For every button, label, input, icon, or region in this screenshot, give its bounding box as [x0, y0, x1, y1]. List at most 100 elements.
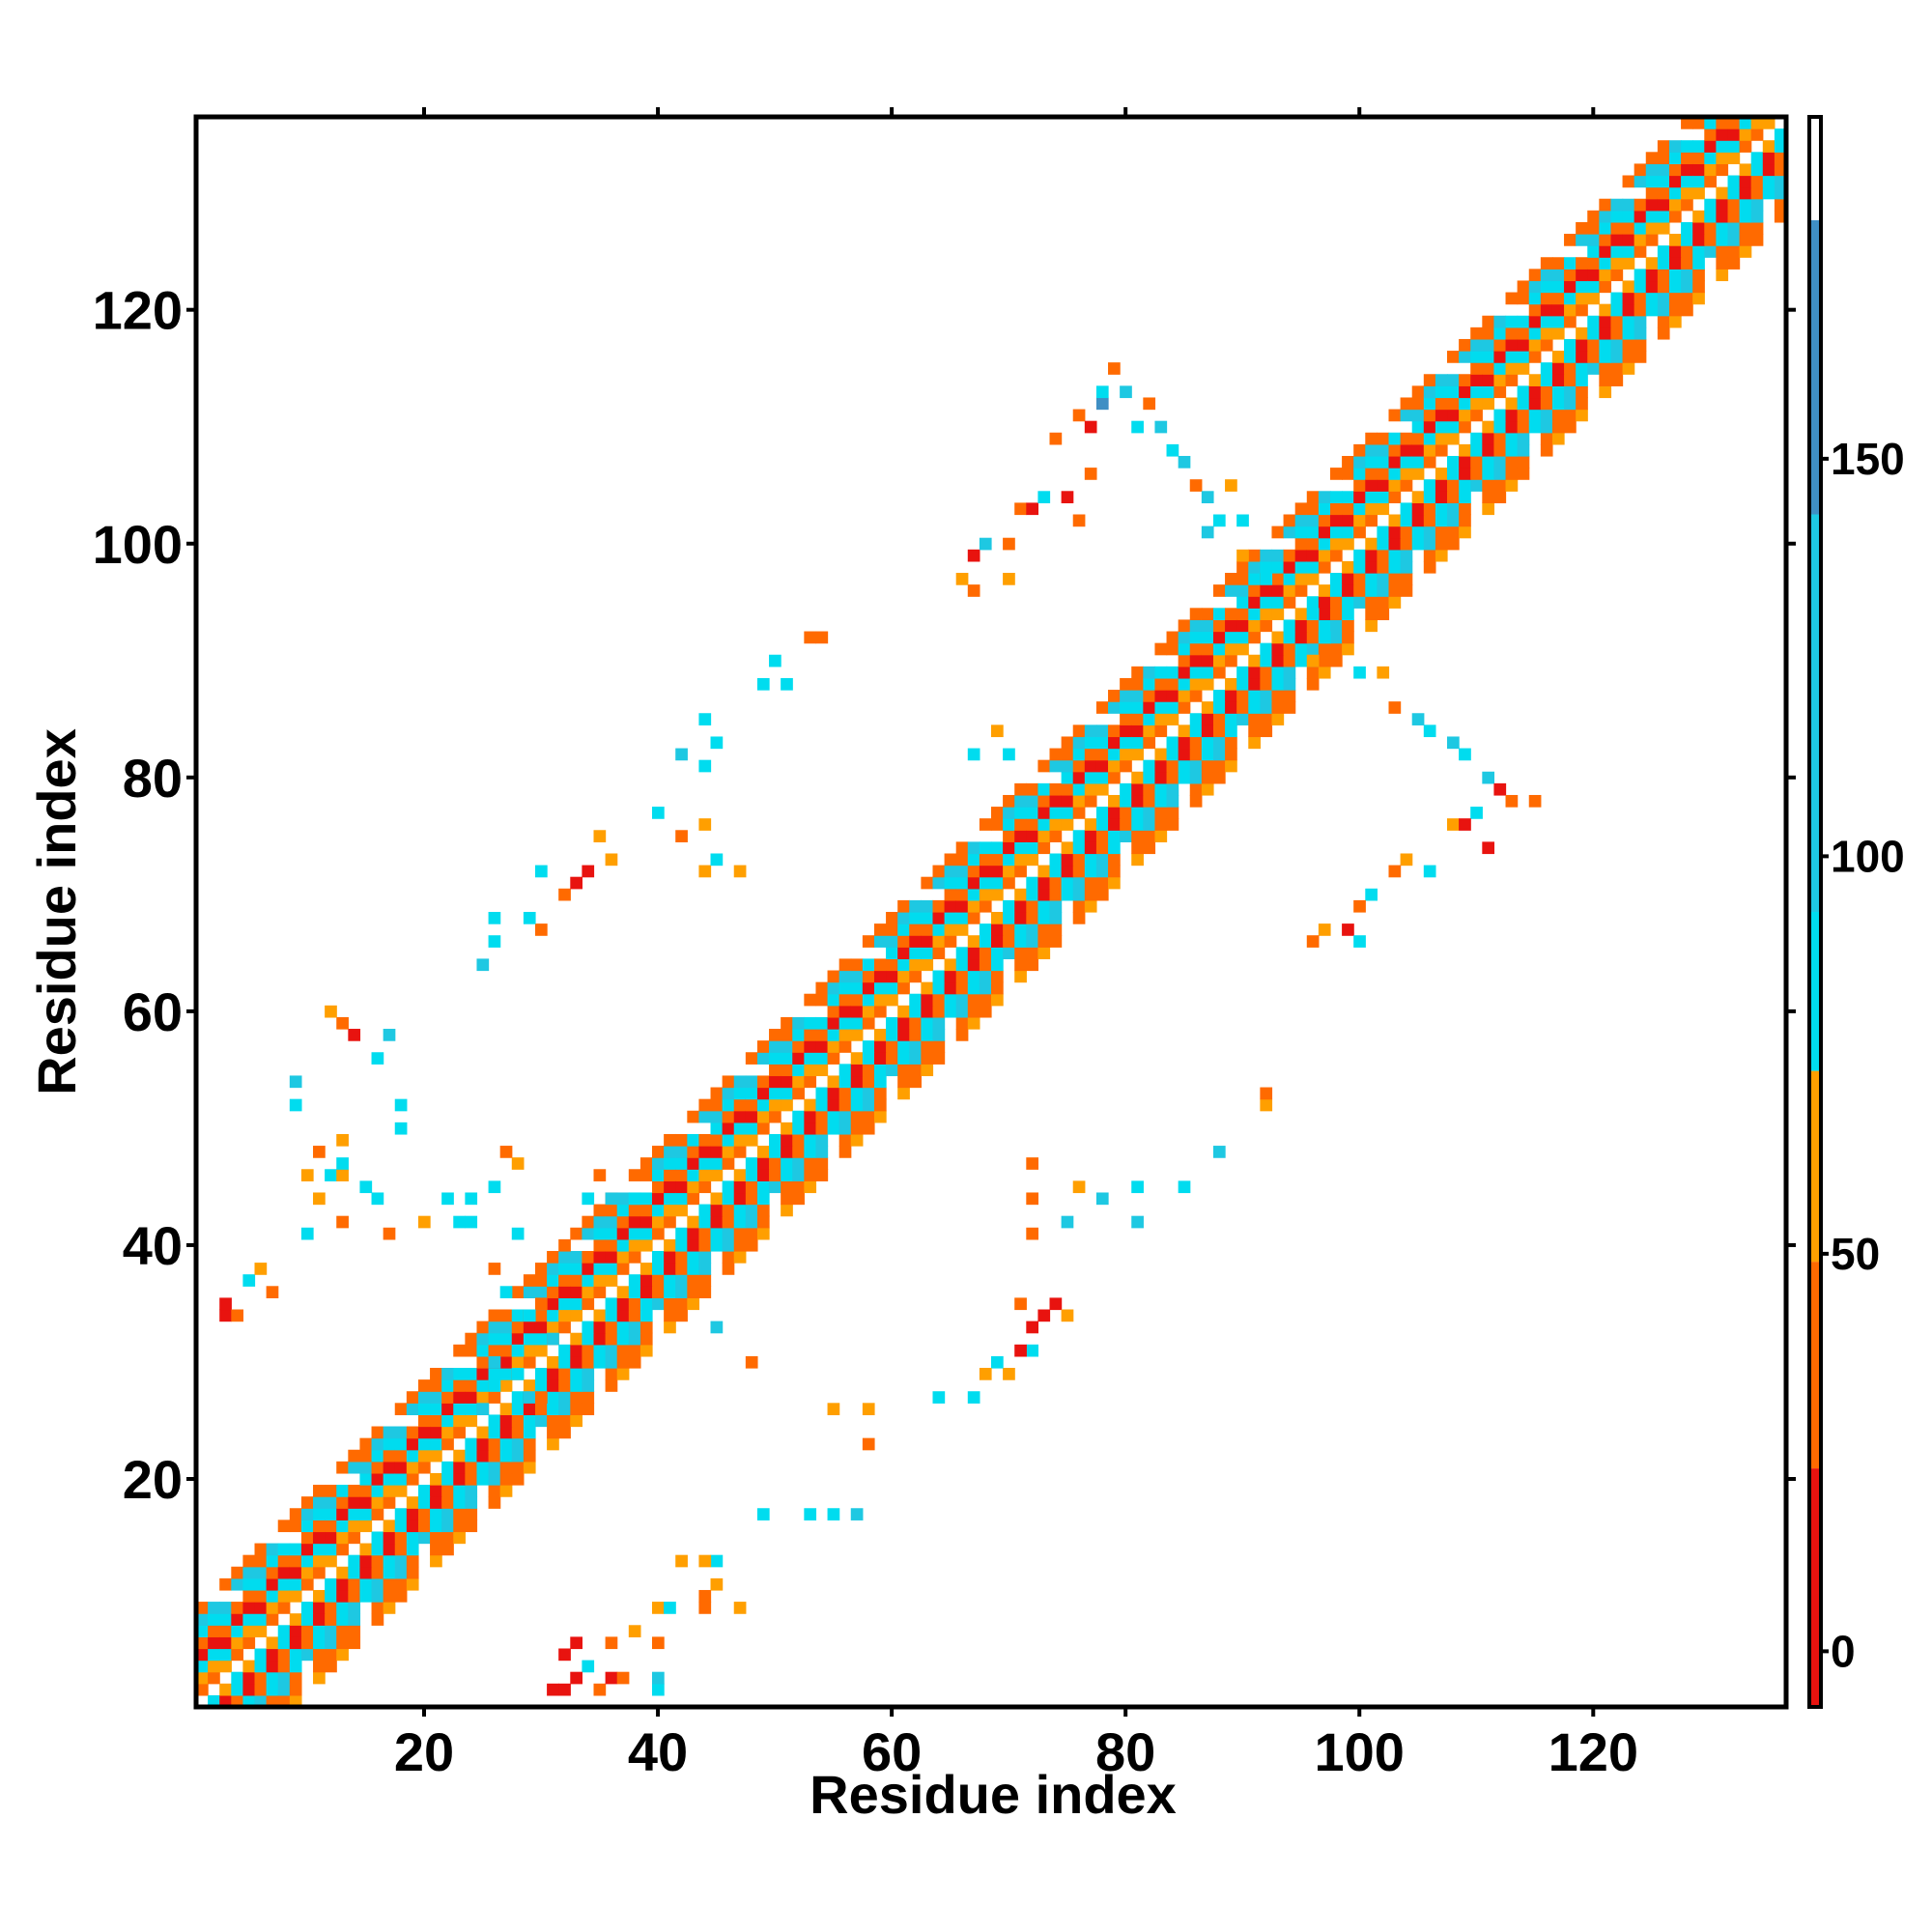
heatmap-cell [582, 1391, 595, 1404]
heatmap-cell [979, 537, 992, 551]
heatmap-cell [1342, 619, 1354, 633]
heatmap-cell [394, 1520, 408, 1533]
heatmap-cell [991, 935, 1004, 948]
heatmap-cell [1353, 596, 1366, 609]
heatmap-cell [1482, 315, 1495, 328]
heatmap-cell [453, 1414, 466, 1428]
heatmap-cell [1294, 573, 1308, 585]
heatmap-cell [1762, 152, 1776, 165]
heatmap-cell [1634, 303, 1647, 317]
heatmap-cell [1681, 221, 1693, 235]
heatmap-cell [838, 1133, 852, 1147]
heatmap-cell [1166, 807, 1179, 819]
heatmap-cell [1528, 280, 1542, 294]
heatmap-cell [991, 818, 1004, 831]
heatmap-cell [897, 935, 910, 948]
heatmap-cell [1411, 526, 1425, 539]
heatmap-cell [815, 1016, 829, 1030]
heatmap-cell [1470, 468, 1483, 480]
heatmap-cell [1095, 888, 1109, 901]
heatmap-cell [231, 1648, 244, 1662]
heatmap-cell [909, 1064, 922, 1077]
heatmap-cell [967, 899, 980, 913]
heatmap-cell [1493, 385, 1507, 399]
heatmap-cell [383, 1496, 396, 1509]
heatmap-cell [1599, 315, 1612, 328]
heatmap-cell [804, 1508, 817, 1520]
heatmap-cell [897, 1029, 910, 1041]
heatmap-cell [1166, 677, 1179, 691]
heatmap-cell [1014, 818, 1027, 831]
heatmap-cell [1248, 608, 1261, 621]
heatmap-cell [231, 1566, 244, 1579]
heatmap-cell [1026, 502, 1039, 516]
heatmap-cell [850, 1016, 864, 1030]
heatmap-cell [1622, 351, 1635, 363]
heatmap-cell [1120, 690, 1132, 702]
heatmap-cell [1564, 374, 1577, 386]
heatmap-cell [430, 1414, 442, 1428]
heatmap-cell [325, 1660, 337, 1673]
heatmap-cell [1131, 782, 1144, 796]
heatmap-cell [1435, 397, 1448, 411]
heatmap-cell [1634, 351, 1647, 363]
heatmap-cell [523, 1461, 536, 1474]
heatmap-cell [745, 1133, 758, 1147]
heatmap-cell [1014, 853, 1027, 867]
heatmap-cell [1388, 549, 1402, 562]
heatmap-cell [675, 1554, 688, 1568]
heatmap-cell [383, 1461, 396, 1474]
heatmap-cell [1365, 573, 1378, 585]
heatmap-cell [921, 1005, 934, 1018]
heatmap-cell [932, 1391, 946, 1404]
heatmap-cell [406, 1426, 419, 1439]
heatmap-cell [1318, 491, 1331, 503]
heatmap-cell [792, 1064, 805, 1077]
heatmap-cell [1108, 362, 1121, 375]
heatmap-cell [698, 713, 712, 725]
heatmap-cell [722, 1238, 735, 1252]
heatmap-cell [1236, 584, 1249, 597]
heatmap-cell [1212, 701, 1226, 714]
heatmap-cell [359, 1520, 373, 1533]
heatmap-cell [1681, 152, 1693, 165]
heatmap-cell [710, 1554, 724, 1568]
heatmap-cell [1411, 514, 1425, 527]
heatmap-cell [605, 1379, 618, 1392]
heatmap-cell [348, 1508, 361, 1520]
heatmap-cell [1212, 748, 1226, 761]
heatmap-cell [792, 1133, 805, 1147]
heatmap-cell [1353, 573, 1366, 585]
heatmap-cell [1576, 234, 1588, 246]
heatmap-cell [1587, 280, 1600, 294]
heatmap-cell [499, 1332, 513, 1346]
heatmap-cell [815, 1087, 829, 1100]
heatmap-cell [792, 1192, 805, 1206]
heatmap-cell [1014, 782, 1027, 796]
heatmap-cell [1377, 537, 1390, 551]
heatmap-cell [873, 1110, 887, 1123]
heatmap-cell [628, 1344, 641, 1357]
heatmap-cell [1587, 292, 1600, 305]
heatmap-cell [1365, 619, 1378, 633]
heatmap-cell [558, 1355, 571, 1369]
heatmap-cell [254, 1660, 268, 1673]
heatmap-cell [710, 1122, 724, 1135]
heatmap-cell [1365, 491, 1378, 503]
heatmap-cell [1727, 186, 1741, 200]
heatmap-cell [441, 1379, 454, 1392]
heatmap-cell [756, 1215, 770, 1229]
heatmap-cell [687, 1133, 700, 1147]
heatmap-cell [1342, 560, 1354, 574]
heatmap-cell [266, 1602, 279, 1614]
heatmap-cell [558, 1368, 571, 1380]
heatmap-cell [511, 1461, 525, 1474]
heatmap-cell [1283, 631, 1296, 644]
heatmap-cell [1610, 362, 1624, 375]
heatmap-cell [1657, 257, 1670, 270]
heatmap-cell [534, 1368, 548, 1380]
heatmap-cell [465, 1472, 478, 1486]
heatmap-cell [979, 923, 992, 936]
heatmap-cell [1517, 351, 1530, 363]
heatmap-cell [1189, 642, 1203, 656]
